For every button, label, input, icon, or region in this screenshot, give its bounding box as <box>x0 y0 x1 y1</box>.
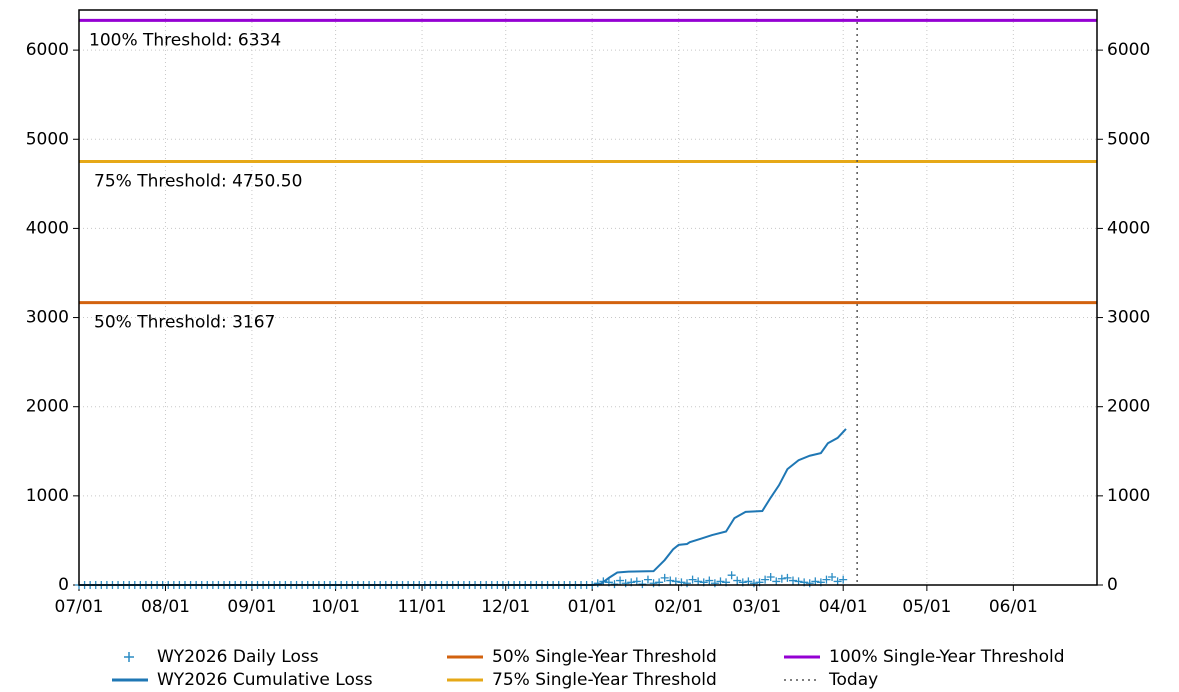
daily-loss-marker <box>671 577 680 586</box>
x-tick-label: 10/01 <box>311 597 360 617</box>
legend-label: WY2026 Daily Loss <box>157 647 319 667</box>
daily-loss-marker <box>716 577 725 586</box>
daily-loss-marker <box>666 576 675 585</box>
threshold-label: 50% Threshold: 3167 <box>94 313 275 333</box>
daily-loss-marker <box>638 580 647 589</box>
daily-loss-marker <box>794 577 803 586</box>
daily-loss-marker <box>811 577 820 586</box>
daily-loss-marker <box>783 573 792 582</box>
daily-loss-marker <box>777 574 786 583</box>
daily-loss-marker <box>772 577 781 586</box>
y-tick-label: 3000 <box>26 308 69 328</box>
daily-loss-marker <box>828 572 837 581</box>
y2-tick-label: 1000 <box>1107 486 1150 506</box>
legend-label: 100% Single-Year Threshold <box>829 647 1065 667</box>
y2-tick-label: 2000 <box>1107 397 1150 417</box>
y2-tick-label: 4000 <box>1107 218 1150 238</box>
legend-label: 75% Single-Year Threshold <box>492 670 717 690</box>
y-tick-label: 4000 <box>26 218 69 238</box>
x-tick-label: 09/01 <box>227 597 276 617</box>
daily-loss-marker <box>833 577 842 586</box>
y-tick-label: 6000 <box>26 40 69 60</box>
daily-loss-marker <box>649 579 658 588</box>
x-tick-label: 07/01 <box>55 597 104 617</box>
x-tick-label: 12/01 <box>481 597 530 617</box>
x-tick-label: 11/01 <box>398 597 447 617</box>
legend-label: WY2026 Cumulative Loss <box>157 670 373 690</box>
x-tick-label: 08/01 <box>141 597 190 617</box>
daily-loss-marker <box>694 577 703 586</box>
x-tick-label: 03/01 <box>732 597 781 617</box>
y2-tick-label: 0 <box>1107 575 1118 595</box>
daily-loss-marker <box>683 579 692 588</box>
daily-loss-marker <box>616 576 625 585</box>
threshold-label: 75% Threshold: 4750.50 <box>94 172 302 192</box>
daily-loss-marker <box>621 579 630 588</box>
daily-loss-marker <box>660 573 669 582</box>
legend-label: Today <box>828 670 878 690</box>
daily-loss-marker <box>839 575 848 584</box>
daily-loss-marker <box>749 579 758 588</box>
daily-loss-marker <box>710 579 719 588</box>
plot-frame <box>78 9 1098 586</box>
y2-tick-label: 3000 <box>1107 308 1150 328</box>
daily-loss-marker <box>761 575 770 584</box>
daily-loss-marker <box>705 576 714 585</box>
daily-loss-marker <box>643 575 652 584</box>
y-tick-label: 1000 <box>26 486 69 506</box>
daily-loss-marker <box>733 576 742 585</box>
daily-loss-marker <box>744 577 753 586</box>
daily-loss-marker <box>822 575 831 584</box>
y-tick-label: 2000 <box>26 397 69 417</box>
y-tick-label: 0 <box>58 575 69 595</box>
daily-loss-marker <box>610 580 619 589</box>
x-tick-label: 06/01 <box>989 597 1038 617</box>
y2-tick-label: 5000 <box>1107 129 1150 149</box>
legend-marker <box>124 652 134 662</box>
daily-loss-marker <box>632 577 641 586</box>
y-tick-label: 5000 <box>26 129 69 149</box>
x-tick-label: 05/01 <box>902 597 951 617</box>
daily-loss-marker <box>805 579 814 588</box>
x-tick-label: 01/01 <box>568 597 617 617</box>
cumulative-line <box>79 428 847 586</box>
daily-loss-marker <box>788 576 797 585</box>
threshold-label: 100% Threshold: 6334 <box>89 30 281 50</box>
x-tick-label: 04/01 <box>819 597 868 617</box>
daily-loss-marker <box>766 572 775 581</box>
y2-tick-label: 6000 <box>1107 40 1150 60</box>
daily-loss-marker <box>727 571 736 580</box>
legend-label: 50% Single-Year Threshold <box>492 647 717 667</box>
x-tick-label: 02/01 <box>654 597 703 617</box>
daily-loss-marker <box>688 575 697 584</box>
